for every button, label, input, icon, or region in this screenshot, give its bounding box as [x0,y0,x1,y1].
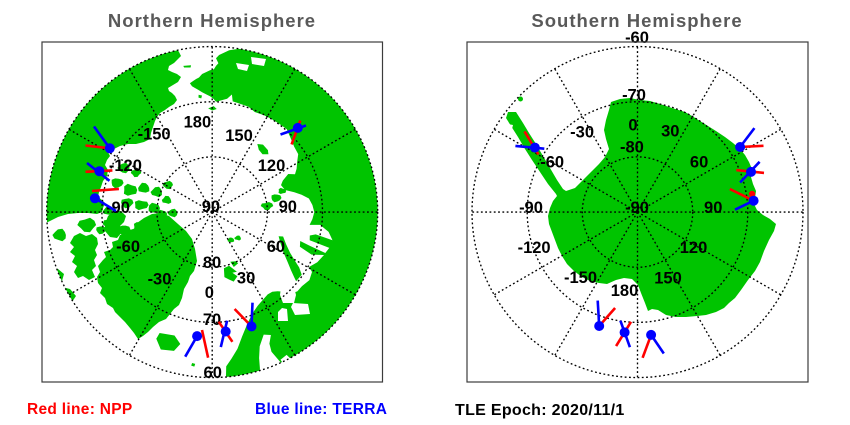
svg-text:60: 60 [690,154,708,172]
svg-text:-150: -150 [138,125,171,143]
svg-text:90: 90 [202,198,220,216]
svg-text:Northern Hemisphere: Northern Hemisphere [108,10,316,31]
svg-text:-60: -60 [116,238,140,256]
svg-text:0: 0 [205,284,214,302]
svg-text:-90: -90 [625,199,649,217]
svg-text:Blue line: TERRA: Blue line: TERRA [255,401,387,418]
svg-text:90: 90 [704,199,722,217]
svg-text:120: 120 [680,239,708,257]
svg-text:150: 150 [654,270,682,288]
svg-text:120: 120 [258,157,286,175]
svg-text:30: 30 [661,123,679,141]
svg-text:60: 60 [204,364,222,382]
svg-text:-70: -70 [622,86,646,104]
svg-text:180: 180 [184,114,212,132]
svg-text:-90: -90 [519,199,543,217]
svg-text:80: 80 [203,254,221,272]
svg-text:-60: -60 [625,29,649,47]
svg-text:180: 180 [611,282,639,300]
svg-text:90: 90 [279,198,297,216]
svg-text:-80: -80 [620,138,644,156]
svg-text:-30: -30 [148,271,172,289]
svg-text:Southern Hemisphere: Southern Hemisphere [531,10,742,31]
svg-text:30: 30 [237,269,255,287]
svg-text:-120: -120 [109,157,142,175]
svg-text:70: 70 [203,311,221,329]
svg-text:-30: -30 [570,124,594,142]
svg-text:-150: -150 [564,269,597,287]
svg-text:TLE Epoch: 2020/11/1: TLE Epoch: 2020/11/1 [455,402,625,419]
svg-text:-90: -90 [106,199,130,217]
svg-text:-120: -120 [518,239,551,257]
svg-text:Red line: NPP: Red line: NPP [27,401,133,418]
svg-text:60: 60 [267,238,285,256]
svg-text:150: 150 [225,127,253,145]
svg-text:-60: -60 [540,154,564,172]
svg-text:0: 0 [628,116,637,134]
